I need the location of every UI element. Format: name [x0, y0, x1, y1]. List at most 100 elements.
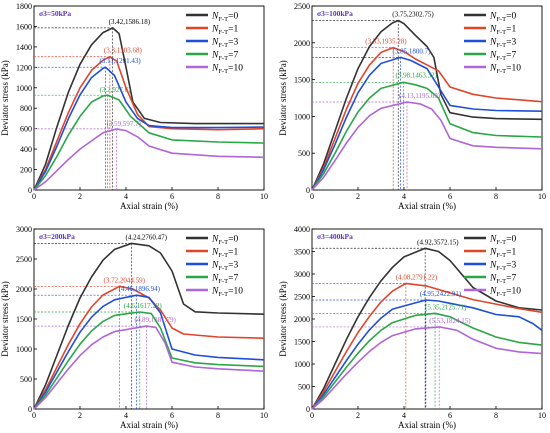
- legend-subscript: F-T: [218, 16, 228, 23]
- legend-entry: NF-T=3: [211, 261, 238, 273]
- y-tick-label: 500: [298, 383, 310, 392]
- series-line-1: [33, 285, 265, 410]
- series-line-3: [33, 311, 265, 410]
- x-tick-label: 10: [260, 411, 268, 420]
- legend-subscript: F-T: [496, 16, 506, 23]
- x-tick-label: 2: [78, 411, 82, 420]
- x-tick-label: 10: [260, 192, 268, 201]
- legend-var: N: [489, 287, 497, 297]
- x-tick-label: 4: [124, 411, 128, 420]
- legend-entry: NF-T=1: [211, 25, 238, 37]
- legend-var: N: [489, 274, 497, 284]
- x-tick-label: 0: [32, 411, 36, 420]
- y-tick-label: 1600: [16, 22, 32, 31]
- series-line-2: [311, 56, 543, 191]
- y-tick-label: 2500: [294, 2, 310, 11]
- legend-subscript: F-T: [218, 239, 228, 246]
- y-axis-label: Deviator stress (kPa): [278, 281, 288, 356]
- y-tick-label: 0: [306, 186, 310, 195]
- legend-var: N: [211, 25, 219, 35]
- series-line-3: [311, 81, 543, 191]
- y-axis-label: Deviator stress (kPa): [0, 60, 10, 135]
- y-tick-label: 2000: [16, 285, 32, 294]
- x-tick-label: 4: [402, 192, 406, 201]
- confining-stress-label: σ3=200kPa: [39, 232, 75, 241]
- legend-var: N: [489, 261, 497, 271]
- legend-value: =1: [506, 25, 516, 35]
- peak-label: (3.53,1935.28): [365, 38, 407, 46]
- legend-var: N: [211, 64, 219, 74]
- legend-entry: NF-T=0: [489, 12, 516, 24]
- peak-label: (5.35,2125.71): [425, 303, 467, 311]
- series-line-3: [311, 312, 543, 410]
- legend-var: N: [489, 25, 497, 35]
- legend-value: =3: [228, 261, 238, 271]
- panel-1: 0 2 4 6 8 10 0 200 400 600 800 1000 1200 1400 1600 1800…: [0, 2, 268, 211]
- legend-var: N: [211, 261, 219, 271]
- peak-label: (3.42,1586.18): [109, 18, 151, 26]
- legend-subscript: F-T: [496, 265, 506, 272]
- series-line-0: [33, 242, 265, 410]
- legend-entry: NF-T=3: [489, 261, 516, 273]
- y-tick-label: 4000: [294, 225, 310, 234]
- legend-subscript: F-T: [218, 55, 228, 62]
- y-tick-label: 1500: [294, 76, 310, 85]
- legend-subscript: F-T: [218, 265, 228, 272]
- legend-entry: NF-T=7: [489, 51, 516, 63]
- peak-label: (3.11,1201.43): [100, 57, 142, 65]
- series-line-4: [33, 325, 265, 410]
- legend-subscript: F-T: [496, 55, 506, 62]
- legend-entry: NF-T=10: [489, 287, 521, 299]
- y-tick-label: 400: [20, 145, 32, 154]
- y-tick-label: 1500: [294, 338, 310, 347]
- x-axis-label: Axial strain (%): [120, 420, 178, 430]
- confining-stress-label: σ3=100kPa: [317, 9, 353, 18]
- legend-subscript: F-T: [218, 68, 228, 75]
- y-axis-label: Deviator stress (kPa): [278, 60, 288, 135]
- series-line-4: [311, 326, 543, 410]
- legend-entry: NF-T=7: [211, 51, 238, 63]
- y-tick-label: 3000: [294, 270, 310, 279]
- legend-entry: NF-T=7: [489, 274, 516, 286]
- legend-entry: NF-T=7: [211, 274, 238, 286]
- legend-value: =10: [228, 64, 243, 74]
- legend-subscript: F-T: [496, 252, 506, 259]
- legend-entry: NF-T=1: [489, 248, 516, 260]
- peak-label: (5.53,1824.15): [429, 317, 471, 325]
- legend-var: N: [211, 287, 219, 297]
- legend-entry: NF-T=10: [211, 64, 243, 76]
- series-line-1: [33, 55, 265, 191]
- legend-entry: NF-T=0: [211, 12, 238, 24]
- plot-frame: [33, 5, 265, 191]
- y-tick-label: 1000: [16, 345, 32, 354]
- legend-entry: NF-T=3: [211, 38, 238, 50]
- legend-value: =10: [506, 287, 521, 297]
- confining-stress-label: σ3=50kPa: [39, 9, 71, 18]
- y-tick-label: 1800: [16, 2, 32, 11]
- legend-entry: NF-T=0: [489, 235, 516, 247]
- legend-value: =7: [228, 274, 238, 284]
- legend-var: N: [489, 235, 497, 245]
- series-line-2: [33, 66, 265, 191]
- legend-subscript: F-T: [496, 291, 506, 298]
- y-tick-label: 3000: [16, 225, 32, 234]
- legend-value: =0: [228, 235, 238, 245]
- y-tick-label: 200: [20, 166, 32, 175]
- y-tick-label: 1000: [16, 84, 32, 93]
- y-tick-label: 800: [20, 104, 32, 113]
- y-tick-label: 1000: [294, 360, 310, 369]
- peak-label: (4.92,3572.15): [417, 238, 459, 246]
- legend-entry: NF-T=1: [211, 248, 238, 260]
- x-tick-label: 6: [448, 411, 452, 420]
- peak-label: (3.75,2302.75): [392, 11, 434, 19]
- legend-var: N: [489, 64, 497, 74]
- peak-label: (4.24,2760.47): [126, 233, 168, 241]
- x-tick-label: 4: [124, 192, 128, 201]
- peak-label: (4.46,1896.94): [119, 285, 161, 293]
- legend-value: =0: [228, 12, 238, 22]
- legend-value: =7: [506, 274, 516, 284]
- legend-value: =3: [506, 261, 516, 271]
- peak-label: (3.3,1303.68): [104, 47, 143, 55]
- legend-var: N: [489, 38, 497, 48]
